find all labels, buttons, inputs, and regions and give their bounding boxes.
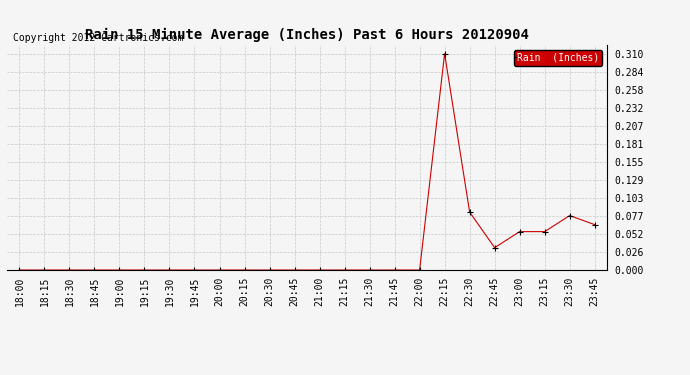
Rain  (Inches) bbox=[540, 230, 549, 234]
Rain  (Inches) bbox=[40, 268, 48, 272]
Rain  (Inches) bbox=[290, 268, 299, 272]
Rain  (Inches) bbox=[366, 268, 374, 272]
Rain  (Inches) bbox=[415, 268, 424, 272]
Rain  (Inches) bbox=[315, 268, 324, 272]
Rain  (Inches) bbox=[66, 268, 74, 272]
Rain  (Inches) bbox=[266, 268, 274, 272]
Legend: Rain  (Inches): Rain (Inches) bbox=[514, 50, 602, 66]
Rain  (Inches) bbox=[491, 245, 499, 250]
Rain  (Inches) bbox=[391, 268, 399, 272]
Rain  (Inches) bbox=[340, 268, 348, 272]
Rain  (Inches) bbox=[190, 268, 199, 272]
Rain  (Inches) bbox=[566, 213, 574, 218]
Rain  (Inches) bbox=[591, 222, 599, 227]
Text: Copyright 2012 Cartronics.com: Copyright 2012 Cartronics.com bbox=[13, 33, 184, 43]
Rain  (Inches) bbox=[115, 268, 124, 272]
Rain  (Inches) bbox=[466, 210, 474, 214]
Rain  (Inches) bbox=[140, 268, 148, 272]
Rain  (Inches) bbox=[240, 268, 248, 272]
Title: Rain 15 Minute Average (Inches) Past 6 Hours 20120904: Rain 15 Minute Average (Inches) Past 6 H… bbox=[85, 28, 529, 42]
Rain  (Inches) bbox=[15, 268, 23, 272]
Rain  (Inches) bbox=[515, 230, 524, 234]
Line: Rain  (Inches): Rain (Inches) bbox=[17, 51, 598, 273]
Rain  (Inches) bbox=[90, 268, 99, 272]
Rain  (Inches) bbox=[440, 51, 449, 56]
Rain  (Inches) bbox=[166, 268, 174, 272]
Rain  (Inches) bbox=[215, 268, 224, 272]
